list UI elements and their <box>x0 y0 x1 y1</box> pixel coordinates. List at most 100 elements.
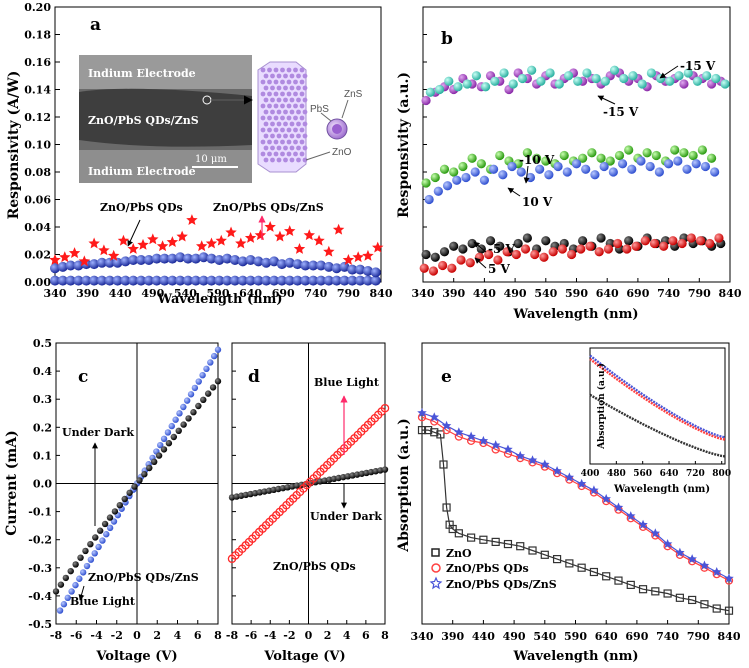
panel-e-point <box>564 472 575 482</box>
panel-a-point <box>156 240 169 252</box>
panel-c-point <box>195 378 202 385</box>
panel-e-point <box>515 450 525 460</box>
panel-e-point <box>448 524 457 534</box>
panel-b-xtick-label: 690 <box>626 287 649 300</box>
nanorod-qd <box>267 127 272 133</box>
panel-e-point <box>466 431 476 441</box>
panel-b-point <box>471 71 482 81</box>
panel-a-point <box>143 275 154 286</box>
nanorod-qd <box>267 67 272 73</box>
panel-c-ytick-label: -0.4 <box>28 590 52 603</box>
panel-a-point <box>269 256 280 267</box>
panel-e-xtick-label: 340 <box>411 630 434 643</box>
panel-c-label: c <box>78 367 88 387</box>
nanorod-qd <box>286 151 292 157</box>
panel-a-ytick-label: 0.12 <box>24 111 51 124</box>
panel-e: 340 390 440 490 540 590 640 690 740 790 840 e Wave… <box>396 342 741 664</box>
panel-c-point <box>170 433 178 441</box>
panel-e-point <box>540 459 550 469</box>
nanorod-qd <box>302 121 308 127</box>
panel-b-xtick-label: 490 <box>504 287 527 300</box>
nanorod-qd <box>289 133 295 139</box>
annotation-10v: 10 V <box>522 195 553 209</box>
panel-e-point <box>441 420 452 430</box>
panel-c-point <box>87 556 95 563</box>
nanorod-qd <box>293 115 298 121</box>
panel-b-point <box>571 159 582 169</box>
panel-b-point <box>603 244 614 254</box>
panel-c-point <box>204 390 212 397</box>
panel-a-point <box>183 253 194 264</box>
panel-a-point <box>190 275 201 286</box>
panel-a-point <box>331 275 342 286</box>
panel-e-point <box>614 576 623 585</box>
panel-c-point <box>68 588 75 595</box>
nanorod-qd <box>276 133 282 139</box>
panel-a-point <box>214 275 225 286</box>
panel-b-point <box>516 167 526 177</box>
panel-a-point <box>316 275 327 286</box>
nanorod-qd <box>289 85 295 91</box>
panel-a-inset: Indium Electrode ZnO/PbS QDs/ZnS Indium … <box>79 55 253 183</box>
nanorod-qd <box>293 151 298 157</box>
panel-b: 340 390 440 490 540 590 640 690 740 790 840 b Wave… <box>396 6 742 322</box>
panel-d-xtick-label: 4 <box>343 629 351 642</box>
nanorod-qd <box>286 67 292 73</box>
panel-e-legend: ZnO ZnO/PbS QDs ZnO/PbS QDs/ZnS <box>429 547 557 591</box>
panel-c-point <box>106 524 114 532</box>
legend-label-zno: ZnO <box>446 547 472 560</box>
panel-c-point <box>199 371 206 379</box>
panel-a-ytick-label: 0.02 <box>24 249 51 262</box>
panel-a-xtick-label: 740 <box>304 287 327 300</box>
annotation-blue-light-c: Blue Light <box>70 595 136 608</box>
panel-b-point <box>495 241 505 251</box>
nanorod-qd <box>270 97 275 103</box>
panel-a-point <box>339 261 350 272</box>
panel-a-point <box>237 256 248 267</box>
panel-a-label: a <box>90 15 101 35</box>
panel-b-point <box>600 76 610 86</box>
nanorod-qd <box>273 67 279 73</box>
sem-top-electrode <box>79 55 252 89</box>
panel-a-point <box>300 275 311 286</box>
panel-a-point <box>245 255 256 265</box>
panel-a-point <box>81 275 92 286</box>
panel-e-point <box>675 547 685 557</box>
panel-a-point <box>284 225 296 236</box>
panel-e-ylabel: Absorption (a.u.) <box>396 418 412 552</box>
panel-b-point <box>425 87 435 97</box>
panel-c-point <box>203 365 210 373</box>
panel-e-xtick-label: 390 <box>441 630 464 643</box>
panel-a-point <box>313 234 325 246</box>
nanorod-qd <box>280 91 285 97</box>
panel-a-point <box>332 223 345 235</box>
panel-b-point <box>458 244 468 254</box>
nanorod-qd <box>296 85 301 91</box>
panel-c-point <box>209 384 217 391</box>
annotation-zno-pbs-zns: ZnO/PbS QDs/ZnS <box>213 201 324 214</box>
panel-b-point <box>585 241 595 251</box>
panel-e-xtick-label: 590 <box>564 630 587 643</box>
panel-b-point <box>541 236 551 246</box>
panel-b-point <box>578 153 588 163</box>
panel-a-point <box>167 253 178 264</box>
nanorod-qd <box>289 109 295 115</box>
panel-e-point <box>576 478 587 488</box>
nanorod-qd <box>260 91 266 97</box>
panel-b-point <box>442 181 453 191</box>
panel-c-point <box>207 359 214 366</box>
nanorod-qd <box>267 115 272 121</box>
panel-e-point <box>552 554 562 564</box>
panel-b-point <box>659 241 669 251</box>
panel-a-point <box>323 261 334 272</box>
nanorod-qd <box>263 85 269 91</box>
panel-b-point <box>484 249 494 260</box>
panel-a-xtick-label: 790 <box>337 287 360 300</box>
nanorod-qd <box>289 145 295 151</box>
panel-a-point <box>331 263 342 274</box>
panel-b-xtick-label: 640 <box>596 287 619 300</box>
panel-c-point <box>62 574 70 582</box>
panel-e-point <box>626 511 636 521</box>
panel-c-point <box>157 441 164 449</box>
panel-e-point <box>589 567 599 577</box>
